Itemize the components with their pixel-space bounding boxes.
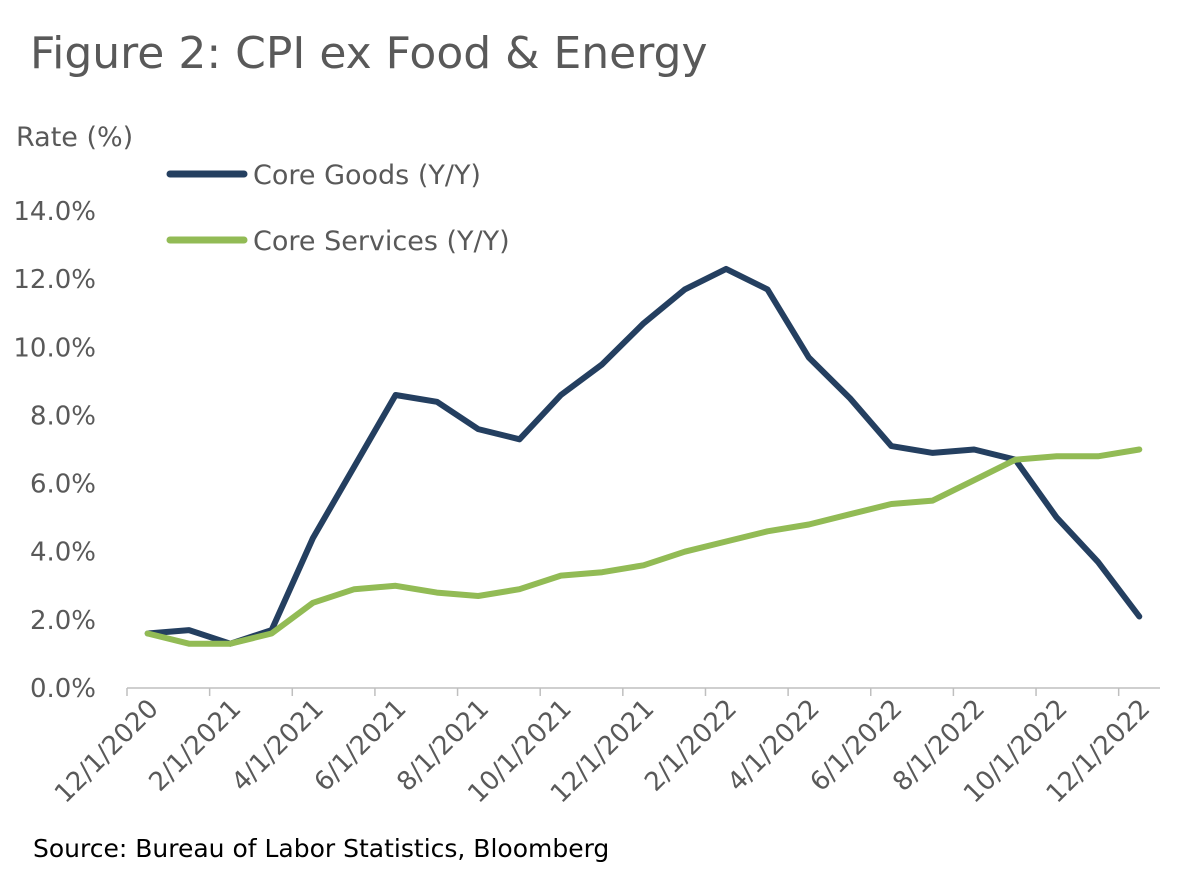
series-line-core-goods (144, 265, 1143, 647)
legend-label: Core Goods (Y/Y) (253, 160, 481, 191)
x-tick-label: 12/1/2020 (49, 694, 164, 809)
y-tick-label: 2.0% (30, 606, 96, 636)
y-tick-label: 12.0% (13, 265, 96, 295)
legend: Core Goods (Y/Y) Core Services (Y/Y) (166, 160, 510, 257)
chart-title: Figure 2: CPI ex Food & Energy (30, 28, 708, 79)
y-axis-label: Rate (%) (16, 122, 133, 153)
x-axis (126, 687, 1160, 696)
x-axis-tick-labels: 12/1/20202/1/20214/1/20216/1/20218/1/202… (49, 694, 1156, 809)
legend-label: Core Services (Y/Y) (253, 226, 510, 257)
y-tick-label: 14.0% (13, 197, 96, 227)
y-tick-label: 0.0% (30, 674, 96, 704)
y-tick-label: 6.0% (30, 470, 96, 500)
y-tick-label: 4.0% (30, 538, 96, 568)
y-tick-label: 10.0% (13, 333, 96, 363)
source-note: Source: Bureau of Labor Statistics, Bloo… (33, 834, 610, 863)
series-lines (144, 265, 1143, 647)
series-line-core-services (144, 446, 1143, 647)
y-tick-label: 8.0% (30, 401, 96, 431)
y-axis-ticks: 0.0% 2.0% 4.0% 6.0% 8.0% 10.0% 12.0% 14.0% (13, 197, 96, 704)
